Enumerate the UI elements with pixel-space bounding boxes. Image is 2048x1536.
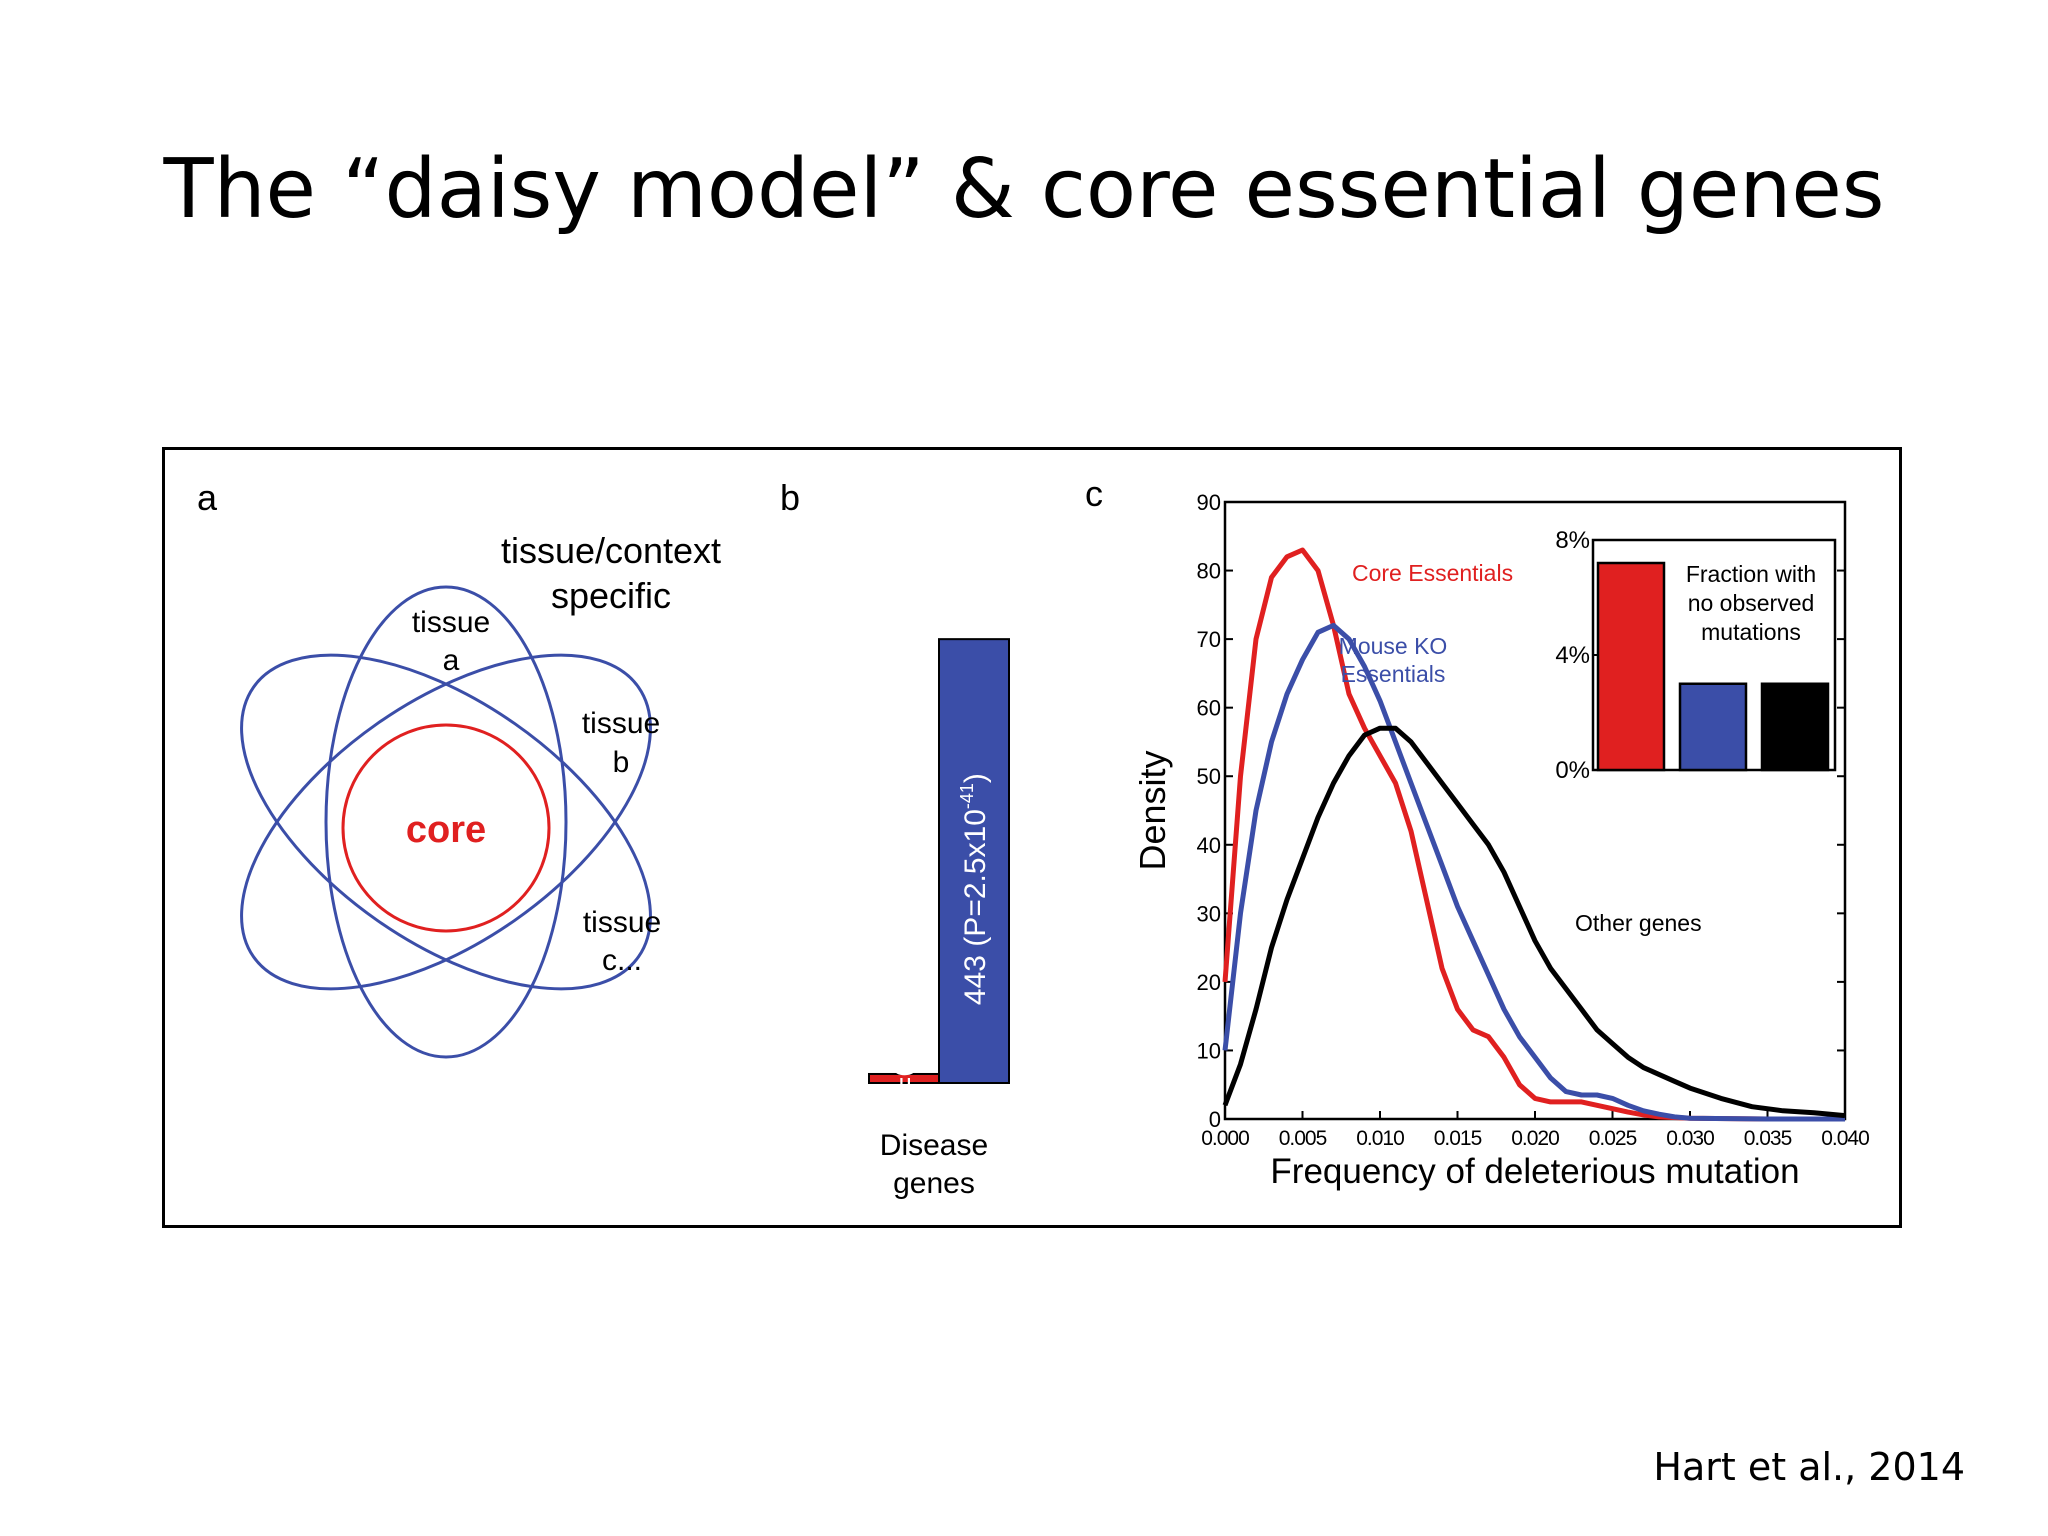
disease-bar-chart: 9 (P=0.58) 443 (P=2.5x10-41) [868, 638, 1010, 1149]
series-label-core: Core Essentials [1352, 560, 1513, 586]
y-axis-label: Density [1132, 750, 1173, 870]
density-curve [1222, 725, 1846, 1119]
context-label-line2: specific [551, 575, 671, 616]
inset-legend-line: Fraction with [1686, 561, 1816, 587]
tissue-a-line1: tissue [412, 606, 490, 639]
disease-xlabel-line2: genes [893, 1167, 975, 1200]
y-tick-label: 80 [1197, 559, 1221, 584]
tissue-b-line2: b [613, 746, 630, 779]
density-curve [1222, 547, 1845, 1122]
panel-b: b 9 (P=0.58) 443 (P=2.5x10-41) Disease ge… [780, 477, 1010, 1200]
petal-vertical [324, 585, 568, 1059]
inset-y-tick-label: 8% [1555, 527, 1590, 554]
series-label-mouse-ko-2: Essentials [1341, 661, 1446, 687]
core-circle [341, 723, 551, 933]
panel-c: c 0 10 20 30 40 50 60 70 80 90 0.000 0.005 0.010 0.01… [1085, 473, 1870, 1191]
petal-diagonal-left [240, 653, 652, 991]
bar-label-core: 9 (P=0.58) [889, 1008, 922, 1149]
x-tick-label: 0.025 [1589, 1127, 1637, 1150]
y-tick-label: 70 [1197, 627, 1221, 652]
context-label-line1: tissue/context [501, 530, 721, 571]
panel-c-label: c [1085, 473, 1103, 514]
x-tick-label: 0.015 [1434, 1127, 1482, 1150]
panel-a: a core tissue/context specific tissue a … [197, 477, 721, 1059]
daisy-diagram [240, 585, 652, 1059]
x-axis-label: Frequency of deleterious mutation [1270, 1152, 1799, 1191]
y-tick-label: 30 [1197, 901, 1221, 926]
citation: Hart et al., 2014 [1653, 1445, 1965, 1489]
density-curve [1222, 622, 1845, 1122]
y-tick-label: 0 [1209, 1107, 1221, 1132]
inset-bar [1760, 682, 1830, 772]
slide-title: The “daisy model” & core essential genes [163, 142, 1885, 237]
x-tick-label: 0.030 [1666, 1127, 1714, 1150]
inset-y-tick-label: 4% [1555, 642, 1590, 669]
core-label: core [406, 809, 486, 851]
y-tick-label: 40 [1197, 833, 1221, 858]
x-tick-label: 0.010 [1356, 1127, 1404, 1150]
figure-svg: a core tissue/context specific tissue a … [197, 473, 1870, 1200]
density-chart: 0 10 20 30 40 50 60 70 80 90 0.000 0.005 0.010 0.015 0… [1132, 490, 1870, 1191]
y-tick-label: 20 [1197, 970, 1221, 995]
figure-frame: a core tissue/context specific tissue a … [162, 447, 1902, 1228]
inset-bar [1678, 682, 1748, 772]
x-tick-label: 0.040 [1821, 1127, 1869, 1150]
inset-legend-line: no observed [1688, 590, 1815, 616]
y-tick-label: 50 [1197, 764, 1221, 789]
inset-y-tick-label: 0% [1555, 757, 1590, 784]
tissue-c-line1: tissue [583, 906, 661, 939]
x-tick-label: 0.035 [1744, 1127, 1792, 1150]
inset-legend-line: mutations [1701, 619, 1801, 645]
disease-bar [938, 638, 1010, 1084]
tissue-a-line2: a [443, 644, 460, 677]
petal-diagonal-right [240, 653, 652, 991]
y-tick-label: 60 [1197, 696, 1221, 721]
tissue-c-line2: c... [602, 944, 642, 977]
series-label-other: Other genes [1575, 910, 1702, 936]
y-tick-label: 90 [1197, 490, 1221, 515]
inset-bar [1596, 561, 1666, 772]
disease-xlabel-line1: Disease [880, 1129, 988, 1162]
y-tick-label: 10 [1197, 1038, 1221, 1063]
series-label-mouse-ko-1: Mouse KO [1339, 633, 1448, 659]
panel-a-label: a [197, 477, 218, 518]
x-tick-label: 0.000 [1201, 1127, 1249, 1150]
bar-label-mouse-ko: 443 (P=2.5x10-41) [957, 773, 992, 1005]
tissue-b-line1: tissue [582, 707, 660, 740]
panel-b-label: b [780, 477, 800, 518]
x-tick-label: 0.005 [1279, 1127, 1327, 1150]
x-tick-label: 0.020 [1511, 1127, 1559, 1150]
